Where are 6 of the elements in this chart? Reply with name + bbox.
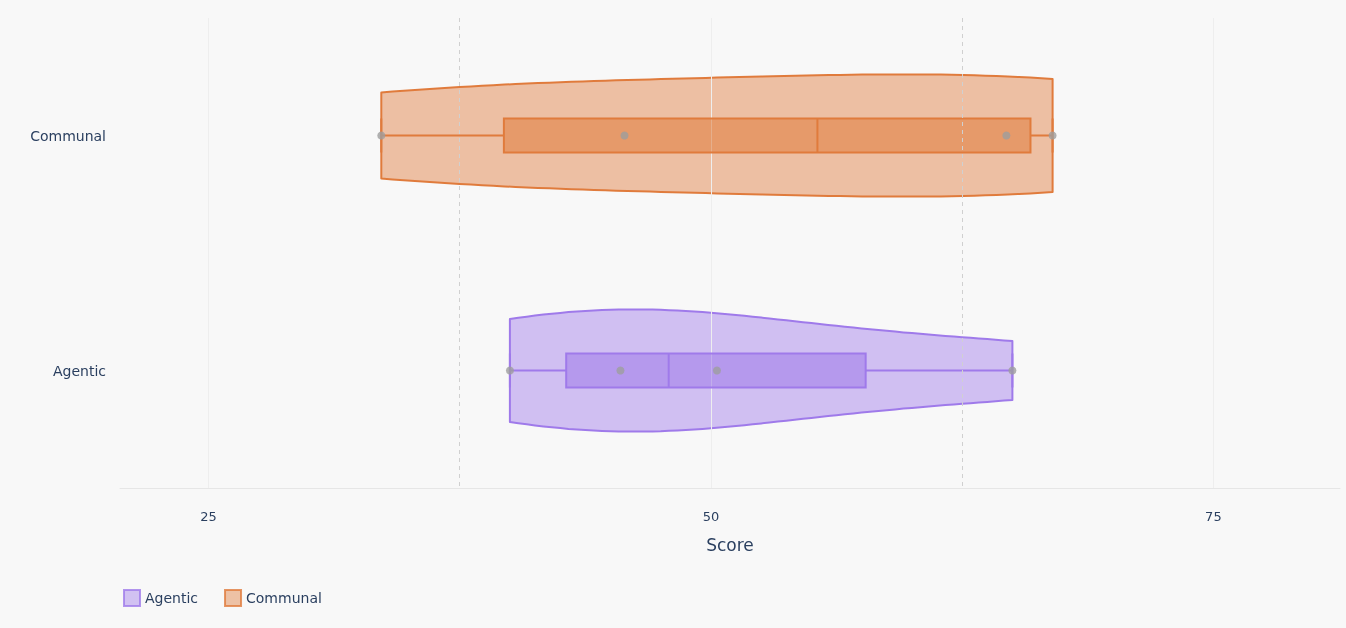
legend-label: Agentic (145, 590, 199, 606)
x-tick-label: 75 (1205, 509, 1222, 524)
x-tick-label: 25 (200, 509, 217, 524)
x-axis-title: Score (706, 534, 754, 555)
legend-label: Communal (246, 590, 322, 606)
x-tick-label: 50 (702, 509, 720, 524)
